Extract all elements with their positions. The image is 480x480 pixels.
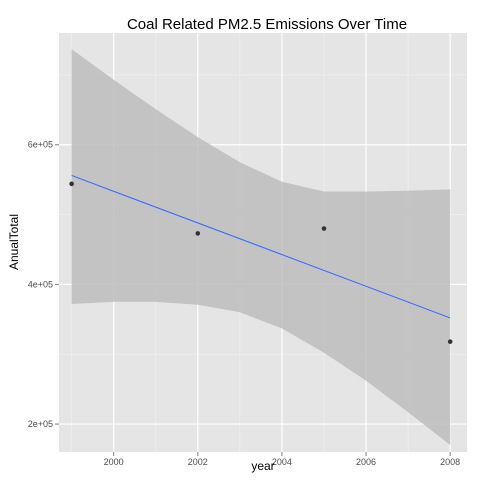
y-tick-label: 2e+05 xyxy=(28,419,53,429)
data-point xyxy=(69,181,74,187)
x-tick-label: 2008 xyxy=(440,457,460,467)
trend-line xyxy=(71,174,451,319)
y-tick-label: 4e+05 xyxy=(28,279,53,289)
y-tick-label: 6e+05 xyxy=(28,140,53,150)
data-point xyxy=(321,226,327,231)
x-axis: 2000 2002 2004 2006 2008 xyxy=(104,452,460,467)
x-tick-label: 2000 xyxy=(104,457,124,467)
x-axis-title: year xyxy=(251,459,274,473)
x-tick-label: 2006 xyxy=(356,457,376,467)
data-point xyxy=(195,231,201,236)
data-point xyxy=(447,339,453,344)
chart-title: Coal Related PM2.5 Emissions Over Time xyxy=(127,16,407,33)
y-axis-title: AnualTotal xyxy=(7,214,21,270)
data-points xyxy=(69,181,453,344)
y-axis: 2e+05 4e+05 6e+05 xyxy=(28,140,59,429)
x-tick-label: 2004 xyxy=(272,457,292,467)
x-tick-label: 2002 xyxy=(188,457,208,467)
